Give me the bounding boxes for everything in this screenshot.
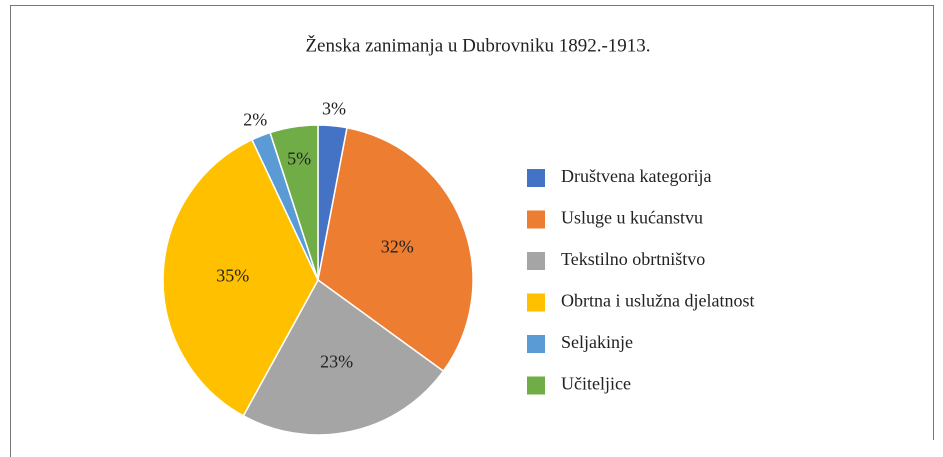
- legend-label: Obrtna i uslužna djelatnost: [561, 291, 754, 311]
- legend-label: Usluge u kućanstvu: [561, 208, 703, 228]
- pie-slice: [242, 278, 445, 436]
- data-label: 2%: [243, 110, 267, 130]
- data-label: 23%: [320, 351, 353, 371]
- legend-swatch: [527, 293, 545, 312]
- legend-label: Društvena kategorija: [561, 166, 711, 186]
- legend-swatch: [527, 376, 545, 395]
- pie-slice: [269, 124, 319, 281]
- data-label: 32%: [381, 237, 414, 257]
- legend-label: Seljakinje: [561, 332, 633, 352]
- chart-title: Ženska zanimanja u Dubrovniku 1892.-1913…: [305, 34, 650, 56]
- pie-slice: [317, 126, 474, 373]
- pie-slice: [162, 138, 319, 417]
- legend-label: Učiteljice: [561, 374, 631, 394]
- legend-swatch: [527, 210, 545, 229]
- data-label: 35%: [216, 265, 249, 285]
- legend-label: Tekstilno obrtništvo: [561, 249, 705, 269]
- legend-swatch: [527, 169, 545, 187]
- data-label: 3%: [322, 98, 346, 118]
- legend-swatch: [527, 335, 545, 353]
- legend-swatch: [527, 252, 545, 270]
- data-label: 5%: [287, 149, 311, 169]
- chart-frame: [10, 5, 934, 457]
